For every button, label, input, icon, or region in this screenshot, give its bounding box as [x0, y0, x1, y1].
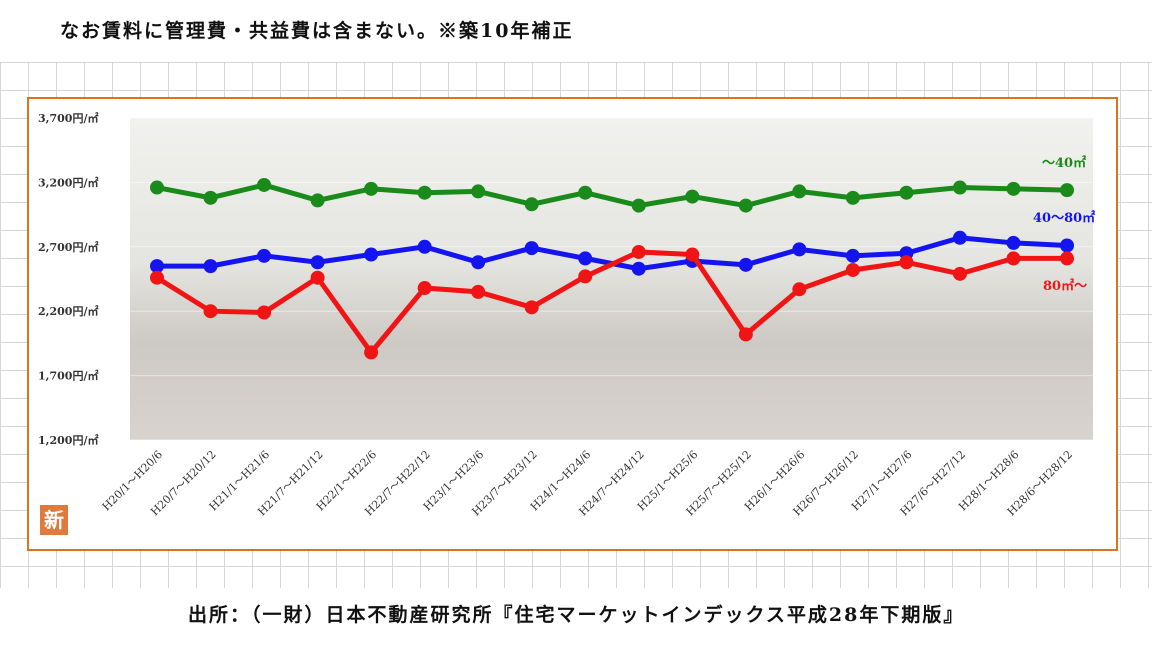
- data-point: [1060, 238, 1074, 253]
- data-point: [1006, 235, 1021, 250]
- new-badge: 新: [40, 505, 68, 535]
- data-point: [257, 177, 272, 192]
- data-point: [524, 197, 539, 212]
- data-point: [685, 247, 700, 262]
- data-point: [578, 269, 593, 284]
- data-point: [738, 327, 753, 342]
- legend-label: ～40㎡: [1042, 155, 1086, 171]
- note-banner: なお賃料に管理費・共益費は含まない。※築10年補正: [0, 0, 1152, 62]
- data-point: [1060, 183, 1074, 198]
- data-point: [952, 180, 967, 195]
- y-tick-label: 3,700円/㎡: [38, 111, 98, 125]
- data-point: [792, 242, 807, 257]
- data-point: [364, 345, 379, 360]
- data-point: [845, 248, 860, 263]
- data-point: [150, 259, 164, 274]
- data-point: [524, 241, 539, 256]
- data-point: [524, 300, 539, 315]
- legend-label: 40～80㎡: [1033, 210, 1095, 226]
- data-point: [792, 282, 807, 297]
- data-point: [310, 193, 325, 208]
- data-point: [471, 255, 486, 270]
- series-line: [156, 182, 1068, 209]
- data-point: [471, 284, 486, 299]
- data-point: [203, 304, 218, 319]
- data-point: [738, 257, 753, 272]
- data-point: [417, 239, 432, 254]
- data-point: [845, 190, 860, 205]
- source-banner: 出所：（一財）日本不動産研究所『住宅マーケットインデックス平成28年下期版』: [0, 588, 1152, 648]
- data-point: [738, 198, 753, 213]
- data-point: [150, 180, 164, 195]
- data-point: [578, 251, 593, 266]
- data-point: [899, 185, 914, 200]
- data-point: [631, 198, 646, 213]
- data-point: [364, 247, 379, 262]
- data-point: [631, 244, 646, 259]
- y-tick-label: 2,200円/㎡: [38, 304, 98, 318]
- data-point: [792, 184, 807, 199]
- y-tick-label: 3,200円/㎡: [38, 175, 98, 189]
- data-point: [257, 305, 272, 320]
- data-point: [952, 230, 967, 245]
- data-point: [150, 270, 164, 285]
- data-point: [257, 248, 272, 263]
- legend-label: 80㎡～: [1043, 278, 1087, 294]
- new-badge-text: 新: [44, 508, 64, 532]
- source-text: 出所：（一財）日本不動産研究所『住宅マーケットインデックス平成28年下期版』: [188, 604, 965, 626]
- note-text: なお賃料に管理費・共益費は含まない。※築10年補正: [60, 20, 574, 42]
- data-point: [364, 181, 379, 196]
- data-point: [631, 261, 646, 276]
- data-point: [685, 189, 700, 204]
- data-point: [203, 259, 218, 274]
- y-tick-label: 2,700円/㎡: [38, 240, 98, 254]
- data-point: [845, 262, 860, 277]
- data-point: [1060, 251, 1074, 266]
- data-point: [471, 184, 486, 199]
- data-point: [1006, 251, 1021, 266]
- data-point: [1006, 181, 1021, 196]
- y-tick-label: 1,700円/㎡: [38, 369, 98, 383]
- data-point: [310, 255, 325, 270]
- plot-background: [130, 118, 1093, 440]
- data-point: [417, 185, 432, 200]
- data-point: [417, 281, 432, 296]
- data-point: [310, 270, 325, 285]
- data-point: [899, 255, 914, 270]
- series-line: [155, 249, 1067, 357]
- data-point: [952, 266, 967, 281]
- y-tick-label: 1,200円/㎡: [38, 433, 98, 447]
- data-point: [578, 185, 593, 200]
- data-point: [203, 190, 218, 205]
